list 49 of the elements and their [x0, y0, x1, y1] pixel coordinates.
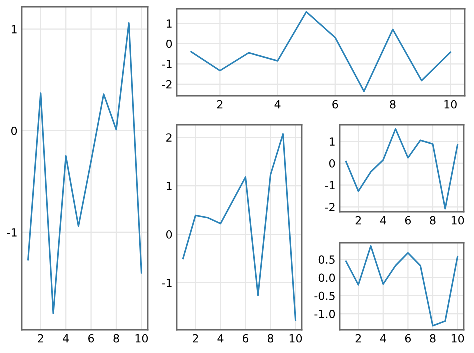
y-tick-label: 0: [11, 126, 18, 136]
x-tick-label: 4: [380, 334, 386, 343]
y-tick-label: 0: [329, 159, 336, 168]
y-tick-label: 0: [166, 230, 172, 239]
y-tick-label: -2: [325, 203, 335, 212]
y-tick-label: 1: [330, 138, 335, 146]
y-tick-label: 1: [12, 25, 17, 34]
x-tick-label: 2: [38, 334, 44, 343]
x-tick-label: 8: [114, 334, 120, 343]
line-series: [345, 245, 459, 327]
x-tick-label: 4: [218, 334, 224, 343]
x-tick-label: 10: [136, 334, 148, 343]
y-tick-label: 0: [166, 40, 172, 48]
x-tick-label: 10: [444, 100, 457, 109]
y-tick-label: -1: [162, 279, 172, 288]
x-tick-label: 6: [405, 216, 412, 225]
y-tick-label: -2: [162, 80, 172, 89]
y-tick-label: -1: [7, 228, 17, 237]
x-tick-label: 6: [332, 100, 338, 109]
x-tick-label: 2: [356, 334, 362, 343]
x-tick-label: 6: [242, 334, 249, 343]
x-tick-label: 10: [290, 334, 302, 343]
x-tick-label: 8: [430, 216, 436, 225]
x-tick-label: 10: [452, 216, 464, 225]
line-series: [190, 11, 452, 92]
y-tick-label: -1: [325, 181, 335, 190]
x-tick-label: 8: [390, 100, 396, 109]
line-series: [182, 133, 297, 322]
y-tick-label: 1: [166, 182, 172, 190]
y-tick-label: -0.5: [314, 292, 335, 300]
x-tick-label: 8: [430, 334, 436, 343]
x-tick-label: 6: [405, 334, 412, 343]
x-tick-label: 8: [268, 334, 274, 343]
y-tick-label: 0.0: [318, 274, 336, 282]
y-tick-label: 1: [166, 20, 172, 28]
x-tick-label: 2: [356, 216, 362, 225]
y-tick-label: -1: [162, 60, 172, 68]
x-tick-label: 4: [63, 334, 70, 343]
line-series: [28, 22, 142, 315]
line-series: [345, 128, 459, 210]
x-tick-label: 10: [452, 334, 464, 343]
x-tick-label: 6: [88, 334, 94, 343]
x-tick-label: 2: [193, 334, 198, 343]
x-tick-label: 4: [274, 100, 281, 109]
x-tick-label: 2: [217, 100, 223, 109]
y-tick-label: 0.5: [318, 256, 335, 264]
y-tick-label: -1.0: [314, 310, 336, 318]
y-tick-label: 2: [166, 134, 172, 142]
x-tick-label: 4: [380, 216, 386, 225]
